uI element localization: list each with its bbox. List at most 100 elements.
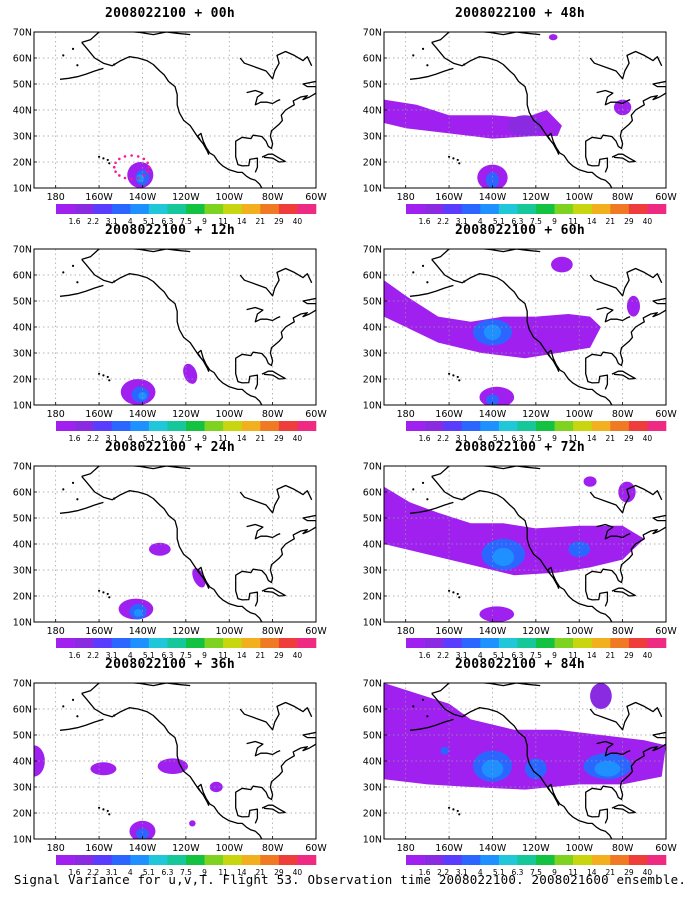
island	[412, 271, 415, 274]
colorbar-swatch	[461, 204, 481, 214]
coastline	[81, 32, 191, 44]
colorbar-label: 14	[587, 217, 597, 226]
longitude-tick-label: 160W	[435, 409, 463, 420]
island	[456, 375, 459, 379]
colorbar-swatch	[56, 421, 75, 431]
longitude-tick-label: 100W	[215, 192, 243, 203]
colorbar-label: 4	[478, 868, 483, 877]
coastline	[239, 701, 313, 731]
colorbar-swatch	[223, 421, 243, 431]
colorbar-swatch	[480, 421, 500, 431]
island	[106, 375, 109, 379]
colorbar-swatch	[148, 421, 168, 431]
coastline	[589, 701, 663, 731]
colorbar-label: 1.6	[419, 868, 431, 877]
colorbar-label: 7.5	[180, 651, 192, 660]
map-plot: 70N 60N 50N 40N 30N 20N 10N 180 160W 140W 120W 100W…	[363, 679, 678, 855]
coastline	[431, 249, 541, 261]
colorbar-swatch	[406, 204, 425, 214]
variance-field	[133, 609, 143, 617]
longitude-tick-label: 100W	[215, 626, 243, 637]
map-content	[384, 466, 666, 622]
island	[426, 64, 429, 67]
colorbar-label: 1.6	[69, 434, 81, 443]
coastline	[235, 363, 259, 390]
latitude-tick-label: 60N	[363, 54, 382, 65]
colorbar-label: 4	[128, 217, 133, 226]
variance-field	[551, 256, 573, 273]
colorbar-swatch	[517, 638, 537, 648]
colorbar-label: 11	[568, 868, 578, 877]
colorbar-swatch	[610, 855, 630, 865]
colorbar-label: 2.2	[437, 217, 449, 226]
colorbar-label: 14	[237, 651, 247, 660]
colorbar-swatch	[610, 421, 630, 431]
colorbar-label: 40	[643, 217, 653, 226]
coastline	[585, 80, 666, 150]
latitude-tick-label: 30N	[13, 783, 32, 794]
coastline	[596, 523, 631, 540]
variance-field	[135, 828, 149, 839]
coastline	[235, 297, 316, 367]
latitude-tick-label: 70N	[363, 679, 382, 690]
longitude-tick-label: 160W	[85, 626, 113, 637]
colorbar-swatch	[443, 638, 463, 648]
colorbar-label: 29	[624, 651, 634, 660]
colorbar-label: 3.1	[456, 434, 468, 443]
colorbar-label: 7.5	[180, 868, 192, 877]
observation-marker	[112, 165, 116, 169]
longitude-tick-label: 80W	[262, 192, 284, 203]
colorbar-swatch	[461, 421, 481, 431]
colorbar-label: 21	[256, 651, 266, 660]
coastline	[239, 484, 313, 514]
latitude-tick-label: 10N	[13, 401, 32, 412]
latitude-tick-label: 60N	[13, 488, 32, 499]
colorbar-swatch	[573, 855, 593, 865]
map-plot: 70N 60N 50N 40N 30N 20N 10N 180 160W 140W 120W 100W…	[13, 28, 328, 204]
latitude-tick-label: 70N	[13, 679, 32, 690]
colorbar-label: 3.1	[456, 651, 468, 660]
longitude-tick-label: 120W	[522, 843, 550, 854]
coastline	[589, 50, 663, 80]
variance-field	[485, 172, 499, 188]
colorbar-swatch	[536, 638, 555, 648]
latitude-tick-label: 30N	[363, 349, 382, 360]
colorbar-swatch	[517, 421, 537, 431]
longitude-tick-label: 60W	[655, 626, 677, 637]
island	[421, 47, 425, 50]
latitude-tick-label: 60N	[13, 705, 32, 716]
colorbar-swatch	[536, 204, 555, 214]
island	[447, 372, 451, 375]
colorbar-swatch	[498, 855, 518, 865]
coastline	[585, 297, 666, 367]
longitude-tick-label: 120W	[522, 626, 550, 637]
map-content	[34, 32, 316, 188]
variance-field	[594, 761, 621, 777]
latitude-tick-label: 20N	[363, 592, 382, 603]
coastline	[589, 267, 663, 297]
latitude-tick-label: 20N	[13, 592, 32, 603]
colorbar-label: 5.1	[493, 651, 505, 660]
island	[452, 374, 455, 377]
coastline	[409, 67, 454, 80]
coastline	[596, 89, 631, 106]
latitude-tick-label: 20N	[13, 375, 32, 386]
map-content	[34, 683, 316, 839]
colorbar-swatch	[241, 855, 261, 865]
colorbar-swatch	[241, 204, 261, 214]
longitude-tick-label: 80W	[262, 409, 284, 420]
longitude-tick-label: 160W	[435, 626, 463, 637]
coastline	[589, 484, 663, 514]
map-layer: 70N 60N 50N 40N 30N 20N 10N 180 160W 140W 120W 100W…	[13, 462, 328, 638]
colorbar-swatch	[167, 638, 187, 648]
colorbar-label: 11	[218, 217, 228, 226]
island	[106, 158, 109, 162]
island	[463, 63, 466, 66]
colorbar-swatch	[424, 638, 444, 648]
longitude-tick-label: 120W	[522, 409, 550, 420]
island	[447, 589, 451, 592]
variance-field	[548, 34, 558, 41]
observation-marker	[142, 174, 146, 177]
coastline	[585, 731, 666, 801]
colorbar-swatch	[223, 204, 243, 214]
